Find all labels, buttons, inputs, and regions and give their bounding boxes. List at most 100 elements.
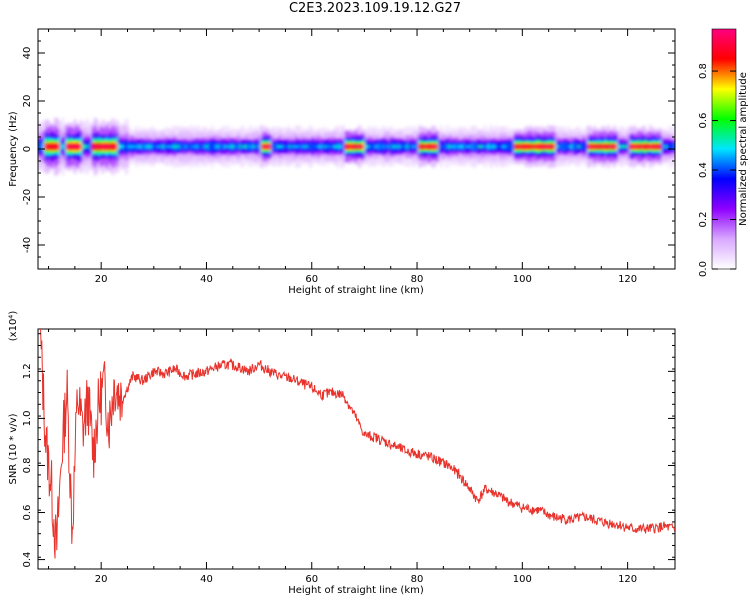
spectrogram-cell xyxy=(557,144,561,149)
spectrogram-cell xyxy=(392,144,395,149)
spectrogram-cell xyxy=(41,143,45,150)
spectrogram-cell xyxy=(549,144,553,149)
spectrogram-cell xyxy=(249,144,252,149)
x-tick-label: 60 xyxy=(305,574,318,585)
spectrogram-cell xyxy=(458,144,461,149)
spectrogram-cell xyxy=(641,144,644,149)
spectrogram-cell xyxy=(87,144,91,149)
spectrogram-cell xyxy=(541,144,545,149)
spectrogram-cell xyxy=(123,144,127,150)
spectrogram-cell xyxy=(543,144,547,149)
spectrogram-cell xyxy=(497,144,501,149)
spectrogram-cell xyxy=(69,144,73,150)
snr-panel: 20 40 60 80 100 120 0.4 0.6 0.8 1.0 1.2 Height of … xyxy=(8,311,676,596)
spectrogram-cell xyxy=(523,144,527,149)
spectrogram-cell xyxy=(227,144,230,149)
spectrogram-cell xyxy=(203,144,206,149)
spectrogram-cell xyxy=(372,144,376,149)
spectrogram-cell xyxy=(314,144,318,149)
spectrogram-cell xyxy=(605,144,608,149)
spectrogram-cell xyxy=(195,144,198,149)
spectrogram-cell xyxy=(649,144,652,149)
spectrogram-cell xyxy=(320,144,324,149)
spectrogram-cell xyxy=(268,144,272,149)
spectrogram-cell xyxy=(165,144,168,149)
spectrogram-cell xyxy=(591,144,594,149)
spectrogram-cell xyxy=(89,143,93,150)
spectrogram-cell xyxy=(535,144,539,149)
spectrogram-cell xyxy=(673,144,675,149)
spectrogram-cell xyxy=(304,144,308,149)
spectrogram-cell xyxy=(410,144,413,149)
spectrogram-cell xyxy=(173,144,176,149)
spectrogram-cell xyxy=(111,143,115,150)
spectrogram-cell xyxy=(181,144,184,149)
spectrogram-cell xyxy=(284,144,288,149)
spectrogram-cell xyxy=(525,144,529,149)
spectrogram-cell xyxy=(135,144,139,149)
spectrogram-cell xyxy=(631,144,634,149)
colorbar-tick-label: 0.6 xyxy=(698,113,709,129)
y-tick-label: -20 xyxy=(22,189,33,205)
spectrogram-y-label: Frequency (Hz) xyxy=(8,111,19,187)
snr-series-line xyxy=(40,329,675,559)
spectrogram-cell xyxy=(505,144,509,149)
spectrogram-cell xyxy=(589,144,592,149)
spectrogram-cell xyxy=(374,144,378,149)
x-tick-label: 120 xyxy=(618,574,637,585)
spectrogram-cell xyxy=(274,144,278,149)
spectrogram-cell xyxy=(278,144,282,149)
spectrogram-cell xyxy=(402,144,405,149)
spectrogram-cell xyxy=(408,144,411,149)
spectrogram-cell xyxy=(597,144,600,149)
spectrogram-cell xyxy=(507,144,511,149)
spectrogram-cell xyxy=(629,144,632,149)
spectrogram-cell xyxy=(256,144,260,149)
spectrogram-cell xyxy=(221,144,224,149)
spectrogram-cell xyxy=(326,144,330,149)
spectrogram-cell xyxy=(378,144,381,149)
spectrogram-cell xyxy=(450,144,453,149)
spectrogram-cell xyxy=(302,144,306,149)
spectrogram-cell xyxy=(569,144,573,149)
spectrogram-cell xyxy=(368,144,372,149)
spectrogram-cell xyxy=(473,144,477,149)
spectrogram-cell xyxy=(633,144,636,149)
spectrogram-cell xyxy=(77,144,81,150)
spectrogram-cell xyxy=(495,144,499,149)
spectrogram-cell xyxy=(119,144,123,150)
spectrogram-cell xyxy=(593,144,596,149)
spectrogram-cell xyxy=(667,144,670,149)
spectrogram-cell xyxy=(105,143,109,150)
spectrogram-band xyxy=(38,117,675,176)
spectrogram-cell xyxy=(247,144,250,149)
spectrogram-cell xyxy=(533,144,537,149)
y-tick-label: 1.0 xyxy=(22,410,33,426)
spectrogram-cell xyxy=(595,144,598,149)
spectrogram-cell xyxy=(65,143,69,150)
colorbar-label: Normalized spectral amplitude xyxy=(738,72,749,226)
spectrogram-cell xyxy=(567,144,571,149)
spectrogram-cell xyxy=(380,144,383,149)
x-tick-label: 120 xyxy=(618,274,637,285)
x-tick-label: 80 xyxy=(411,274,424,285)
spectrogram-cell xyxy=(332,144,336,149)
spectrogram-cell xyxy=(201,144,204,149)
spectrogram-cell xyxy=(350,144,354,149)
spectrogram-x-label: Height of straight line (km) xyxy=(288,285,424,296)
spectrogram-cell xyxy=(75,143,79,150)
spectrogram-cell xyxy=(197,144,200,149)
spectrogram-cell xyxy=(571,144,575,149)
spectrogram-cell xyxy=(233,144,236,149)
spectrogram-cell xyxy=(384,144,387,149)
spectrogram-cell xyxy=(617,144,620,149)
spectrogram-cell xyxy=(487,144,491,149)
snr-frame xyxy=(37,328,676,570)
spectrogram-cell xyxy=(115,143,119,150)
spectrogram-cell xyxy=(330,144,334,149)
spectrogram-cell xyxy=(308,144,312,149)
spectrogram-cell xyxy=(47,144,51,149)
spectrogram-cell xyxy=(59,143,63,150)
spectrogram-cell xyxy=(179,144,182,149)
